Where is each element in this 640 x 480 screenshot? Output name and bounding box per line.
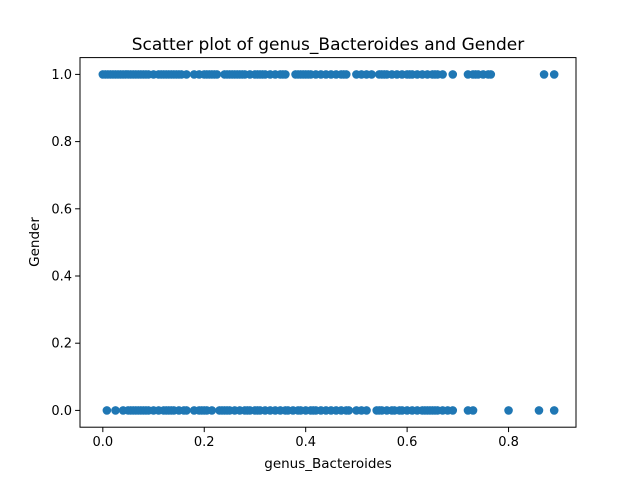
x-tick-label: 0.2	[194, 435, 215, 450]
data-point	[207, 406, 217, 415]
data-point	[341, 70, 351, 79]
y-axis-label: Gender	[27, 217, 43, 267]
points-layer	[98, 70, 559, 415]
x-tick-label: 0.0	[92, 435, 113, 450]
data-point	[111, 406, 120, 415]
data-point	[539, 70, 549, 79]
data-point	[534, 406, 544, 415]
y-tick-label: 0.0	[51, 404, 72, 419]
data-point	[549, 70, 559, 79]
data-point	[367, 70, 376, 79]
data-point	[182, 406, 191, 415]
data-point	[344, 406, 354, 415]
data-point	[212, 70, 222, 79]
data-point	[102, 406, 112, 415]
x-axis-label: genus_Bacteroides	[264, 456, 392, 472]
y-tick-label: 0.8	[51, 135, 72, 150]
x-axis: 0.0 0.2 0.4 0.6 0.8	[92, 427, 519, 450]
x-tick-label: 0.8	[498, 435, 519, 450]
data-point	[448, 406, 458, 415]
y-axis: 0.0 0.2 0.4 0.6 0.8 1.0	[51, 68, 80, 419]
data-point	[486, 70, 496, 79]
data-point	[468, 406, 478, 415]
y-tick-label: 0.4	[51, 270, 72, 285]
data-point	[362, 406, 371, 415]
data-point	[281, 70, 290, 79]
data-point	[438, 70, 447, 79]
x-tick-label: 0.6	[397, 435, 418, 450]
y-tick-label: 0.6	[51, 202, 72, 217]
chart-title: Scatter plot of genus_Bacteroides and Ge…	[132, 35, 525, 55]
y-tick-label: 1.0	[51, 68, 72, 83]
y-tick-label: 0.2	[51, 337, 72, 352]
data-point	[182, 70, 191, 79]
plot-frame	[79, 57, 577, 428]
data-point	[448, 70, 458, 79]
data-point	[504, 406, 513, 415]
x-tick-label: 0.4	[295, 435, 316, 450]
data-point	[549, 406, 559, 415]
